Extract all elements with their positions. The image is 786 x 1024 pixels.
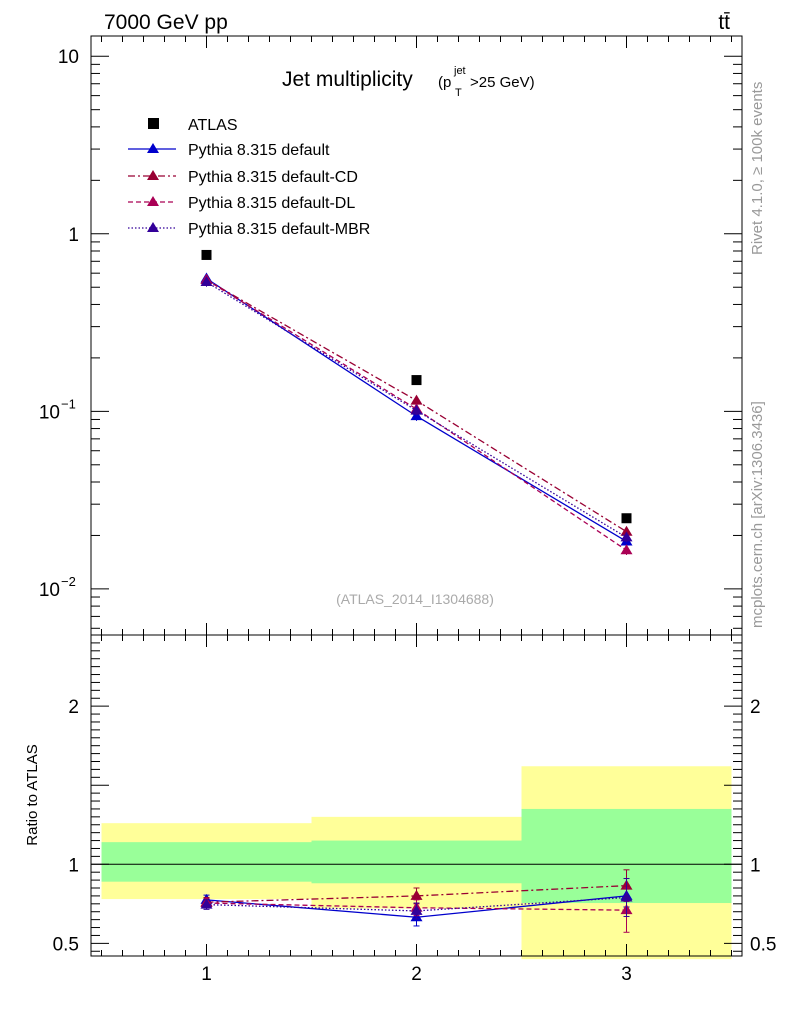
svg-text:>25 GeV): >25 GeV) — [470, 74, 535, 91]
title-sub-T: T — [455, 87, 462, 99]
series-line-dl — [206, 279, 627, 551]
legend-label-atlas: ATLAS — [188, 117, 238, 134]
y-tick-label: 10 — [39, 402, 60, 423]
atlas-data-point — [411, 375, 422, 386]
ratio-y-tick-label-right: 0.5 — [750, 934, 776, 955]
y-tick-label: 1 — [68, 225, 79, 246]
ratio-y-tick-label-right: 2 — [750, 697, 761, 718]
mcplots-side-label: mcplots.cern.ch [arXiv:1306.3436] — [749, 401, 766, 628]
ratio-point-mbr — [200, 898, 213, 909]
y-tick-exponent: −1 — [61, 396, 76, 411]
title-p: p — [443, 74, 451, 91]
legend-label-cd: Pythia 8.315 default-CD — [188, 169, 358, 186]
mc-point-dl — [620, 544, 633, 555]
ratio-y-tick-label: 0.5 — [53, 934, 79, 955]
chart-title: Jet multiplicity — [282, 68, 413, 91]
atlas-data-point — [621, 513, 632, 524]
ratio-band-inner — [311, 840, 522, 884]
title-paren-open: ( — [438, 74, 443, 91]
mc-point-cd — [620, 525, 633, 536]
process-label: tt̄ — [718, 11, 730, 34]
ratio-point-mbr — [620, 891, 633, 902]
legend-label-default: Pythia 8.315 default — [188, 142, 330, 159]
mc-point-cd — [410, 394, 423, 405]
analysis-watermark: (ATLAS_2014_I1304688) — [336, 591, 494, 607]
legend: ATLAS Pythia 8.315 default Pythia 8.315 … — [128, 117, 370, 238]
y-tick-label: 10 — [39, 580, 60, 601]
x-tick-label: 1 — [201, 964, 212, 985]
x-tick-label: 2 — [411, 964, 422, 985]
title-paren-close: ) — [530, 74, 535, 91]
ratio-point-mbr — [410, 904, 423, 915]
mc-point-mbr — [410, 404, 423, 415]
legend-label-mbr: Pythia 8.315 default-MBR — [188, 221, 370, 238]
mc-point-mbr — [200, 276, 213, 287]
title-cut: >25 GeV — [470, 74, 530, 91]
ratio-y-tick-label: 1 — [68, 855, 79, 876]
atlas-data-point — [201, 249, 212, 260]
ratio-panel: 1 2 3 2 2 1 1 0.5 0.5 Ratio to ATLAS — [24, 634, 776, 985]
legend-marker-dl — [147, 196, 159, 206]
ratio-y-tick-label: 2 — [68, 697, 79, 718]
legend-marker-cd — [147, 170, 159, 180]
ratio-axis-label: Ratio to ATLAS — [24, 744, 41, 845]
y-tick-label: 10 — [58, 47, 79, 68]
ratio-band-inner — [101, 842, 312, 882]
legend-marker-mbr — [147, 222, 159, 232]
legend-marker-atlas — [148, 118, 159, 129]
ratio-point-cd — [410, 889, 423, 900]
legend-marker-default — [147, 143, 159, 153]
rivet-side-label: Rivet 4.1.0, ≥ 100k events — [749, 82, 766, 255]
energy-label: 7000 GeV pp — [104, 11, 228, 34]
svg-text:(p: (p — [438, 74, 451, 91]
mc-point-mbr — [620, 531, 633, 542]
x-tick-label: 3 — [621, 964, 632, 985]
ratio-y-tick-label-right: 1 — [750, 855, 761, 876]
title-sup-jet: jet — [453, 65, 466, 77]
y-tick-exponent: −2 — [61, 574, 76, 589]
legend-label-dl: Pythia 8.315 default-DL — [188, 195, 355, 212]
